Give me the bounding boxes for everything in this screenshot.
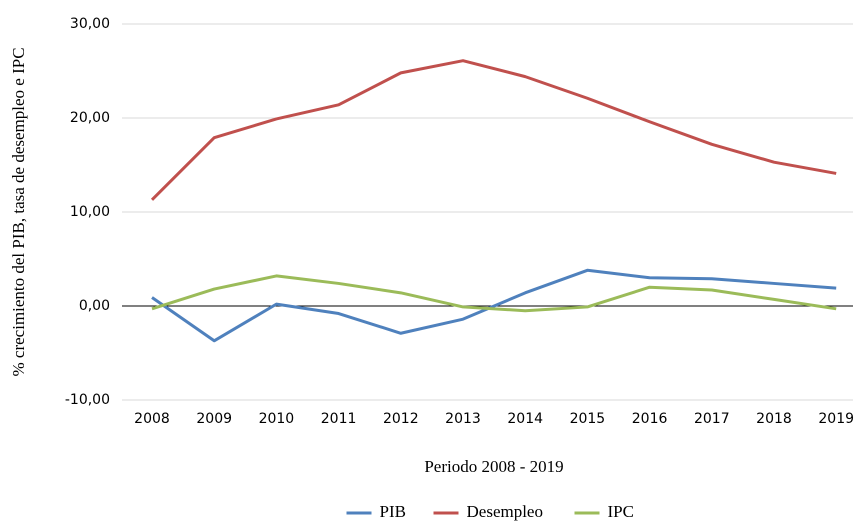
y-tick-label: 30,00 [70, 16, 110, 32]
x-tick-label: 2016 [632, 411, 668, 427]
x-tick-label: 2017 [694, 411, 730, 427]
x-tick-label: 2012 [383, 411, 419, 427]
x-tick-label: 2011 [321, 411, 357, 427]
y-tick-label: -10,00 [65, 392, 110, 408]
x-axis-title: Periodo 2008 - 2019 [424, 457, 563, 476]
line-series [150, 59, 837, 201]
y-axis-title: % crecimiento del PIB, tasa de desempleo… [9, 47, 28, 376]
y-tick-label: 0,00 [79, 298, 110, 314]
legend-label: IPC [608, 502, 634, 521]
x-tick-label: 2014 [507, 411, 543, 427]
x-tick-label: 2019 [818, 411, 854, 427]
x-tick-label: 2008 [134, 411, 170, 427]
x-tick-label: 2009 [196, 411, 232, 427]
line-series [151, 274, 837, 313]
legend-label: Desempleo [467, 502, 543, 521]
x-tick-label: 2015 [570, 411, 606, 427]
legend-label: PIB [380, 502, 406, 521]
y-tick-label: 20,00 [70, 110, 110, 126]
y-tick-label: 10,00 [70, 204, 110, 220]
x-tick-label: 2018 [756, 411, 792, 427]
x-tick-label: 2010 [259, 411, 295, 427]
line-series [151, 268, 837, 343]
x-tick-label: 2013 [445, 411, 481, 427]
